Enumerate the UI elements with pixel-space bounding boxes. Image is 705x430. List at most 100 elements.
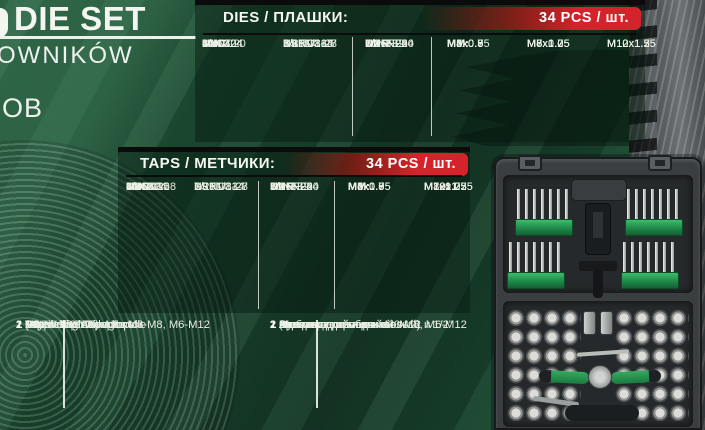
spec-cell: M8x1.0 <box>527 38 564 50</box>
taps-count-badge: 34 PCS / шт. <box>283 153 468 176</box>
item-name: T-type Tap Wrench : M3-M8, M6-M12 <box>25 319 210 331</box>
product-title: DIE SET <box>14 0 146 37</box>
spec-cell: 10NF32 <box>270 181 310 193</box>
tap-bits <box>517 189 571 219</box>
spec-cell: 10NC24 <box>202 38 243 50</box>
adaptor-piece <box>600 311 613 335</box>
item-qty: 2 шт. <box>270 319 296 331</box>
spec-cell: MM: <box>348 181 371 193</box>
spec-cell: 1/2NC13 <box>283 38 328 50</box>
list-divider <box>316 320 318 408</box>
adaptor-piece <box>583 311 596 335</box>
ratchet-adaptor <box>585 203 611 255</box>
item-qty: 1 PC <box>16 319 41 331</box>
die-discs <box>615 309 689 421</box>
dies-count-badge: 34 PCS / шт. <box>421 7 641 30</box>
spec-cell: 5/16NF24 <box>270 181 320 193</box>
panel-top-bar <box>195 0 645 5</box>
spec-cell: 3/8NC16 <box>283 38 328 50</box>
spec-cell: 4NC40 <box>126 181 161 193</box>
item-name: Шаблоны резьбовые <box>279 319 388 331</box>
spec-cell: M12x1.75 <box>424 181 474 193</box>
spec-cell: 8NC32 <box>202 38 237 50</box>
spec-cell: 3/8NF24 <box>270 181 313 193</box>
spec-cell: 10NF32 <box>365 38 405 50</box>
spec-cell: 7/16NF20 <box>365 38 415 50</box>
item-qty: 1 шт. <box>270 319 296 331</box>
item-name: Ratcheting Drive Handle <box>25 319 147 331</box>
list-divider <box>63 320 65 408</box>
item-name: Адаптер для метчиков <box>279 319 396 331</box>
case-handle-slot <box>571 179 627 201</box>
spec-cell: M3x0.6 <box>348 181 385 193</box>
spec-cell: M10x1.25 <box>424 181 474 193</box>
taps-table-title: TAPS / МЕТЧИКИ: <box>140 155 276 172</box>
spec-cell: 7/16NC14 <box>283 38 334 50</box>
spec-cell: 1/2NF20 <box>365 38 408 50</box>
spec-cell: BSP1/8-28 <box>283 38 338 50</box>
spec-cell: 1/4NF28 <box>270 181 313 193</box>
spec-cell: M7x0.75 <box>527 38 570 50</box>
spec-cell: M10x1.25 <box>607 38 657 50</box>
spec-cell: M5x0.8 <box>447 38 484 50</box>
spec-cell: 7/16NF20 <box>270 181 320 193</box>
spec-cell: NPT1/8-27 <box>194 181 249 193</box>
spec-cell: 10NC24 <box>126 181 167 193</box>
panel-top-bar <box>118 147 470 152</box>
item-name: Адаптер для метчиков М12 и 1/2" <box>279 319 453 331</box>
spec-cell: M12x1.5 <box>607 38 650 50</box>
spec-cell: 7/16NC14 <box>194 181 245 193</box>
cut-letter-fragment <box>0 8 8 38</box>
product-title-russian: ОВ <box>2 93 44 123</box>
column-divider <box>431 37 432 136</box>
header-rule <box>126 175 462 177</box>
spec-cell: 5/16NC18 <box>126 181 177 193</box>
spec-cell: M5x0.9 <box>447 38 484 50</box>
spec-cell: M4x0.75 <box>447 38 490 50</box>
spec-cell: 12NC24 <box>202 38 243 50</box>
spec-cell: M3x0.6 <box>447 38 484 50</box>
spec-cell: UNF: <box>270 181 297 193</box>
spec-cell: 1/4NF28 <box>365 38 408 50</box>
wrench-head <box>588 365 612 389</box>
item-qty: 2 PC <box>16 319 41 331</box>
dies-table-title: DIES / ПЛАШКИ: <box>223 9 349 26</box>
case-latch <box>518 155 542 171</box>
spec-cell: NPT1/8-27 <box>283 38 338 50</box>
item-name: Метчикодержатели: M3-M8, M6-M12 <box>279 319 467 331</box>
spec-cell: M5x0.8 <box>348 181 385 193</box>
spec-cell: 12NC24 <box>126 181 167 193</box>
spec-cell: M7x1.0 <box>424 181 461 193</box>
taps-table-panel: TAPS / МЕТЧИКИ: 34 PCS / шт. UNC: 4NC40 6N… <box>118 147 474 313</box>
item-name: (метрический и дюймовый) <box>279 319 421 331</box>
spec-cell: M4x0.7 <box>348 181 385 193</box>
spec-cell: UNC: <box>202 38 230 50</box>
spec-cell: M10x1.5 <box>424 181 467 193</box>
spec-cell: M3x0.5 <box>447 38 484 50</box>
spec-cell: 3/8NC16 <box>126 181 171 193</box>
spec-cell: M8x1.25 <box>527 38 570 50</box>
tap-bits <box>623 242 677 272</box>
item-qty: 2 шт. <box>270 319 296 331</box>
tool-case-photo <box>494 155 702 430</box>
taps-tray <box>503 175 693 298</box>
item-name: Screw Pitch Gauges <box>25 319 127 331</box>
item-name: Рукоятка с трещоткой <box>279 319 393 331</box>
case-latch <box>648 155 672 171</box>
t-handle <box>579 261 617 271</box>
item-qty: 1 PC <box>16 319 41 331</box>
spec-cell: M4x0.7 <box>447 38 484 50</box>
header-rule <box>203 33 637 35</box>
spec-cell: M8x1.25 <box>424 181 467 193</box>
wrench-handle <box>538 369 590 385</box>
spec-cell: M6x1.0 <box>348 181 385 193</box>
spec-cell: 3/8NF24 <box>365 38 408 50</box>
spec-cell: 5/16NC18 <box>283 38 334 50</box>
spec-cell: M8x1.0 <box>424 181 461 193</box>
item-qty: 1 PC <box>16 319 41 331</box>
item-name: Screwdriver <box>25 319 85 331</box>
item-qty: 1 шт. <box>270 319 296 331</box>
spec-cell: 6NC32 <box>202 38 237 50</box>
spec-cell: M6x0.75 <box>348 181 391 193</box>
spec-cell: 1/4NC20 <box>126 181 171 193</box>
